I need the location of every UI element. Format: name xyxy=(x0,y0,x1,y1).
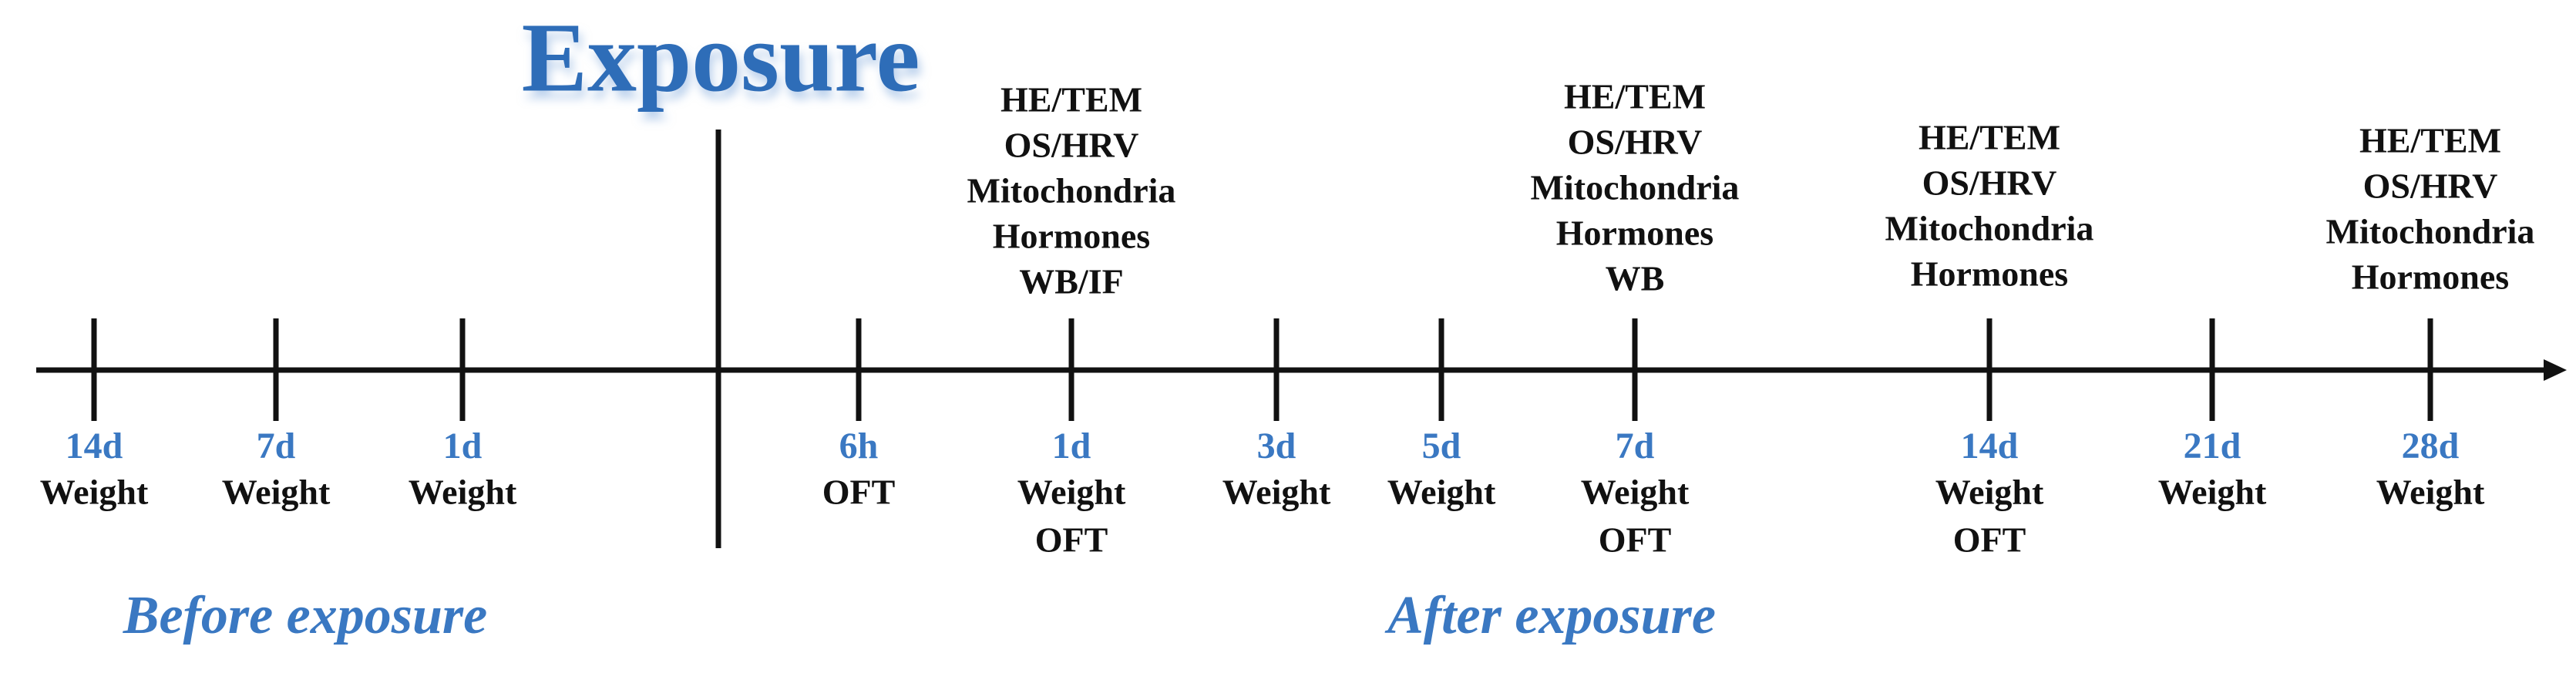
analysis-label: Mitochondria xyxy=(967,171,1176,210)
axis-arrow xyxy=(2544,359,2567,381)
analysis-label: Mitochondria xyxy=(2326,212,2535,251)
measure-label: Weight xyxy=(1581,473,1690,512)
day-label: 14d xyxy=(1961,426,2019,466)
measure-label: Weight xyxy=(1222,473,1331,512)
day-label: 21d xyxy=(2184,426,2241,466)
day-label: 7d xyxy=(1616,426,1655,466)
day-label: 28d xyxy=(2402,426,2460,466)
measure-label: OFT xyxy=(822,473,896,512)
day-label: 3d xyxy=(1257,426,1296,466)
analysis-label: WB/IF xyxy=(1019,262,1123,301)
timepoints: 14d Weight 7d Weight 1d Weight 6h OFT 1d Weight OF… xyxy=(40,77,2535,560)
analysis-label: HE/TEM xyxy=(1919,118,2060,157)
measure-label: Weight xyxy=(222,473,331,512)
analysis-label: Hormones xyxy=(2352,258,2509,297)
analysis-label: OS/HRV xyxy=(1004,126,1139,165)
analysis-label: HE/TEM xyxy=(2359,121,2501,160)
measure-label: OFT xyxy=(1599,520,1672,560)
measure-label: Weight xyxy=(1017,473,1126,512)
measure-label: Weight xyxy=(1387,473,1496,512)
measure-label: Weight xyxy=(2376,473,2485,512)
day-label: 14d xyxy=(66,426,123,466)
measure-label: OFT xyxy=(1035,520,1108,560)
measure-label: Weight xyxy=(409,473,517,512)
exposure-title: Exposure xyxy=(522,2,920,112)
analysis-label: Hormones xyxy=(1911,254,2068,294)
analysis-label: OS/HRV xyxy=(1922,163,2057,203)
day-label: 7d xyxy=(257,426,296,466)
measure-label: OFT xyxy=(1953,520,2026,560)
phase-label: After exposure xyxy=(1384,586,1716,645)
analysis-label: Mitochondria xyxy=(1531,168,1740,207)
analysis-label: WB xyxy=(1606,259,1665,298)
measure-label: Weight xyxy=(1935,473,2044,512)
measure-label: Weight xyxy=(40,473,149,512)
analysis-label: OS/HRV xyxy=(2363,167,2498,206)
analysis-label: HE/TEM xyxy=(1000,80,1142,120)
day-label: 1d xyxy=(443,426,483,466)
analysis-label: Mitochondria xyxy=(1885,209,2094,248)
phase-label: Before exposure xyxy=(123,586,487,645)
day-label: 5d xyxy=(1422,426,1461,466)
day-label: 1d xyxy=(1052,426,1091,466)
analysis-label: HE/TEM xyxy=(1564,77,1706,116)
analysis-label: Hormones xyxy=(993,217,1150,256)
analysis-label: OS/HRV xyxy=(1568,123,1703,162)
day-label: 6h xyxy=(839,426,879,466)
measure-label: Weight xyxy=(2158,473,2267,512)
analysis-label: Hormones xyxy=(1556,214,1713,253)
